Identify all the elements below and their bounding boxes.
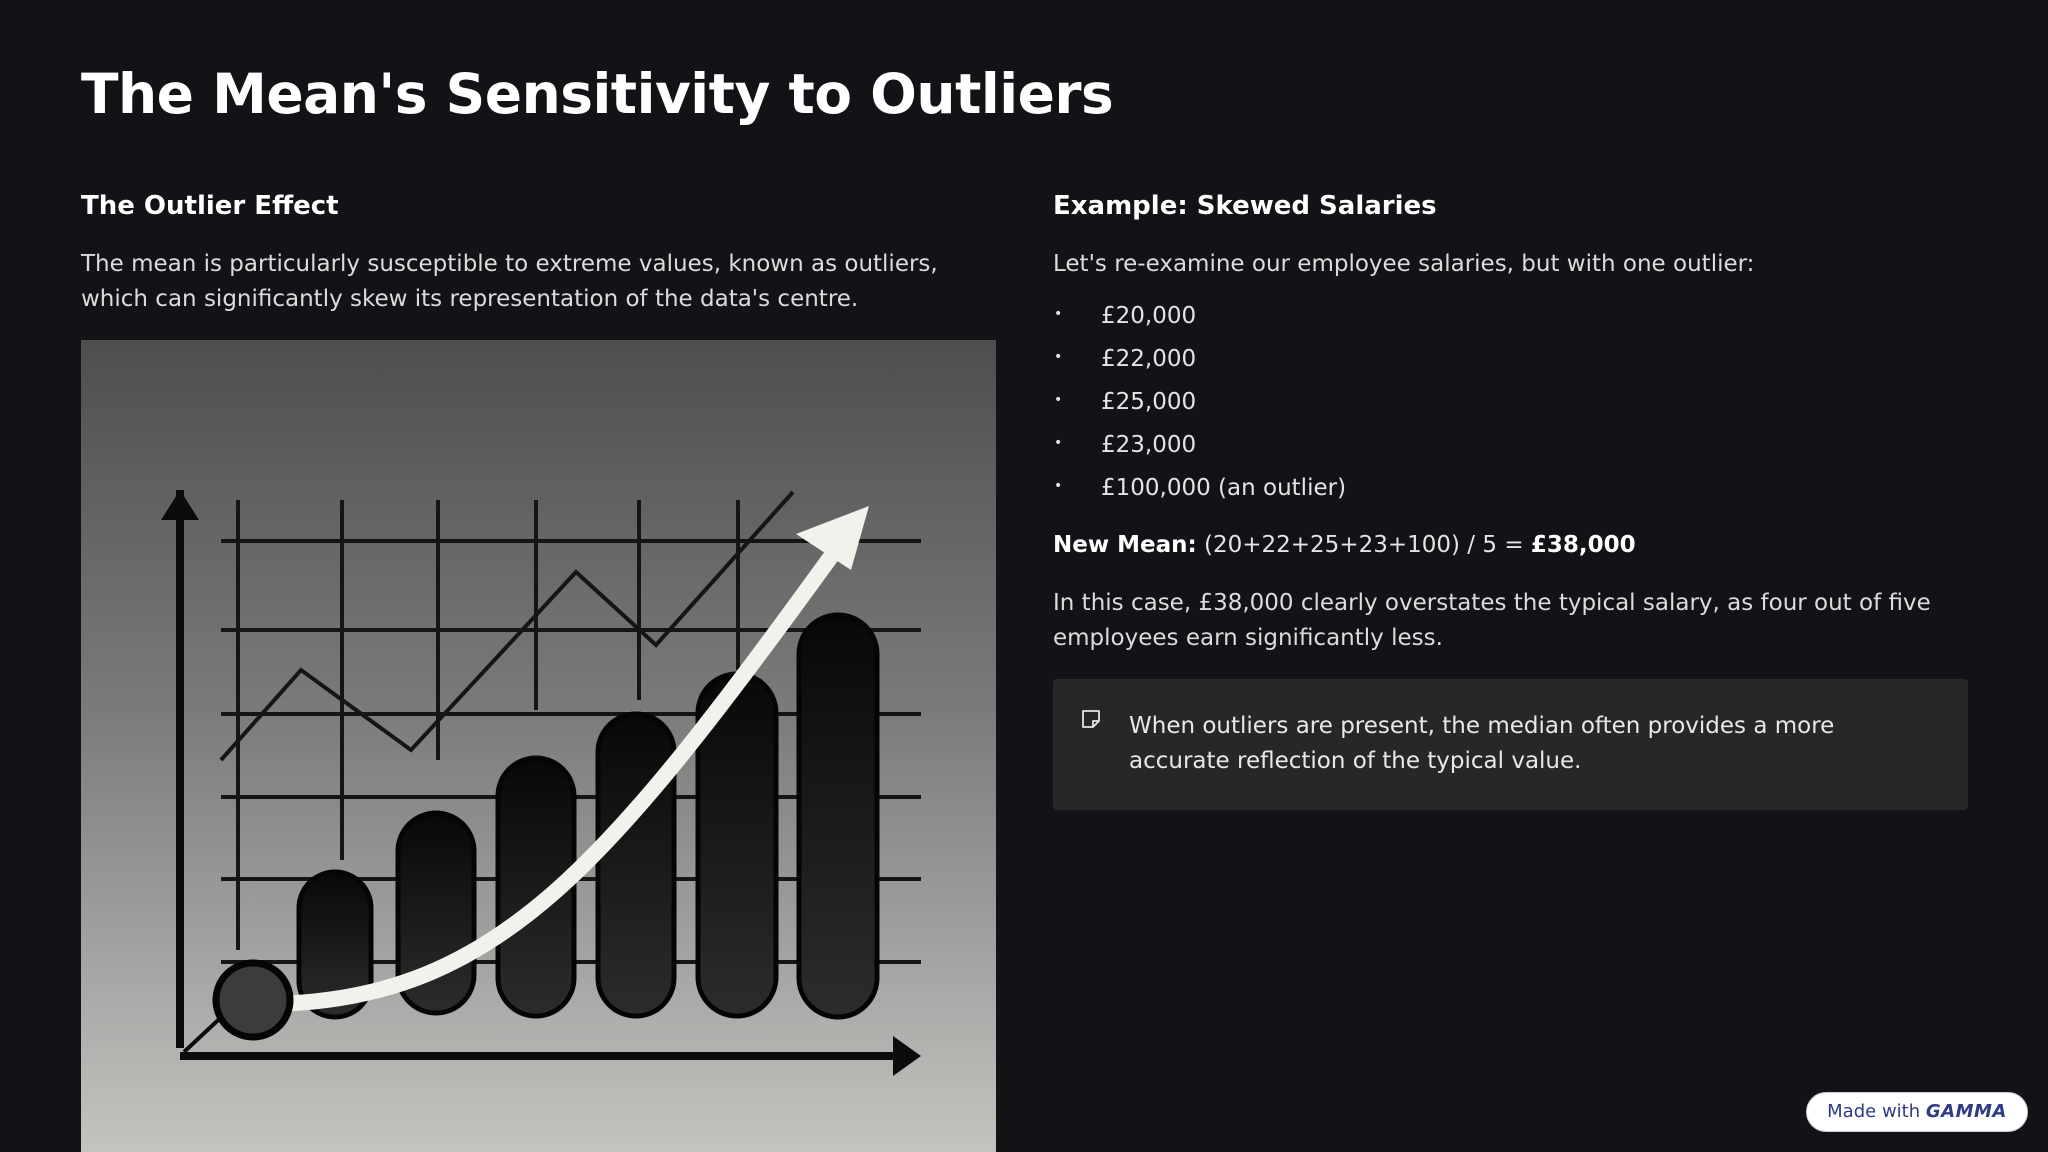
salary-value: £100,000 (an outlier) bbox=[1101, 475, 1347, 501]
bars bbox=[296, 612, 880, 1020]
outlier-effect-heading: The Outlier Effect bbox=[81, 191, 339, 221]
gamma-logo: GAMMA bbox=[1925, 1101, 2007, 1122]
conclusion-text: In this case, £38,000 clearly overstates… bbox=[1053, 590, 1931, 651]
example-intro: Let's re-examine our employee salaries, … bbox=[1053, 251, 1755, 277]
list-item: • £25,000 bbox=[1053, 385, 1968, 428]
bullet-icon: • bbox=[1054, 435, 1063, 451]
new-mean-value: £38,000 bbox=[1530, 532, 1636, 558]
example-heading: Example: Skewed Salaries bbox=[1053, 191, 1437, 221]
made-with-gamma-badge[interactable]: Made with GAMMA bbox=[1806, 1092, 2028, 1132]
y-axis-arrow bbox=[161, 490, 199, 520]
x-axis-arrow bbox=[893, 1036, 921, 1076]
list-item: • £23,000 bbox=[1053, 428, 1968, 471]
zigzag-line bbox=[219, 490, 795, 762]
callout-text: When outliers are present, the median of… bbox=[1129, 713, 1835, 774]
list-item: • £20,000 bbox=[1053, 299, 1968, 342]
left-column: The Outlier Effect The mean is particula… bbox=[81, 188, 996, 317]
outlier-effect-description: The mean is particularly susceptible to … bbox=[81, 251, 938, 312]
callout-box: When outliers are present, the median of… bbox=[1053, 679, 1968, 810]
salary-value: £20,000 bbox=[1101, 303, 1197, 329]
note-icon bbox=[1082, 710, 1100, 728]
badge-prefix: Made with bbox=[1827, 1101, 1926, 1122]
new-mean-line: New Mean: (20+22+25+23+100) / 5 = £38,00… bbox=[1053, 528, 1968, 563]
salary-value: £22,000 bbox=[1101, 346, 1197, 372]
bullet-icon: • bbox=[1054, 306, 1063, 322]
list-item: • £100,000 (an outlier) bbox=[1053, 471, 1968, 514]
list-item: • £22,000 bbox=[1053, 342, 1968, 385]
trend-arrow bbox=[263, 532, 851, 1012]
salary-value: £23,000 bbox=[1101, 432, 1197, 458]
start-point bbox=[212, 959, 294, 1041]
page-title: The Mean's Sensitivity to Outliers bbox=[81, 62, 1114, 126]
new-mean-formula: (20+22+25+23+100) / 5 = bbox=[1196, 532, 1531, 558]
salary-value: £25,000 bbox=[1101, 389, 1197, 415]
salary-list: • £20,000 • £22,000 • £25,000 • £23,000 … bbox=[1053, 299, 1968, 514]
illustration-graphic bbox=[81, 340, 996, 1152]
chart-illustration bbox=[81, 340, 996, 1152]
bullet-icon: • bbox=[1054, 349, 1063, 365]
bullet-icon: • bbox=[1054, 478, 1063, 494]
bullet-icon: • bbox=[1054, 392, 1063, 408]
new-mean-label: New Mean: bbox=[1053, 532, 1197, 558]
trend-arrowhead bbox=[796, 506, 869, 570]
right-column: Example: Skewed Salaries Let's re-examin… bbox=[1053, 188, 1968, 810]
